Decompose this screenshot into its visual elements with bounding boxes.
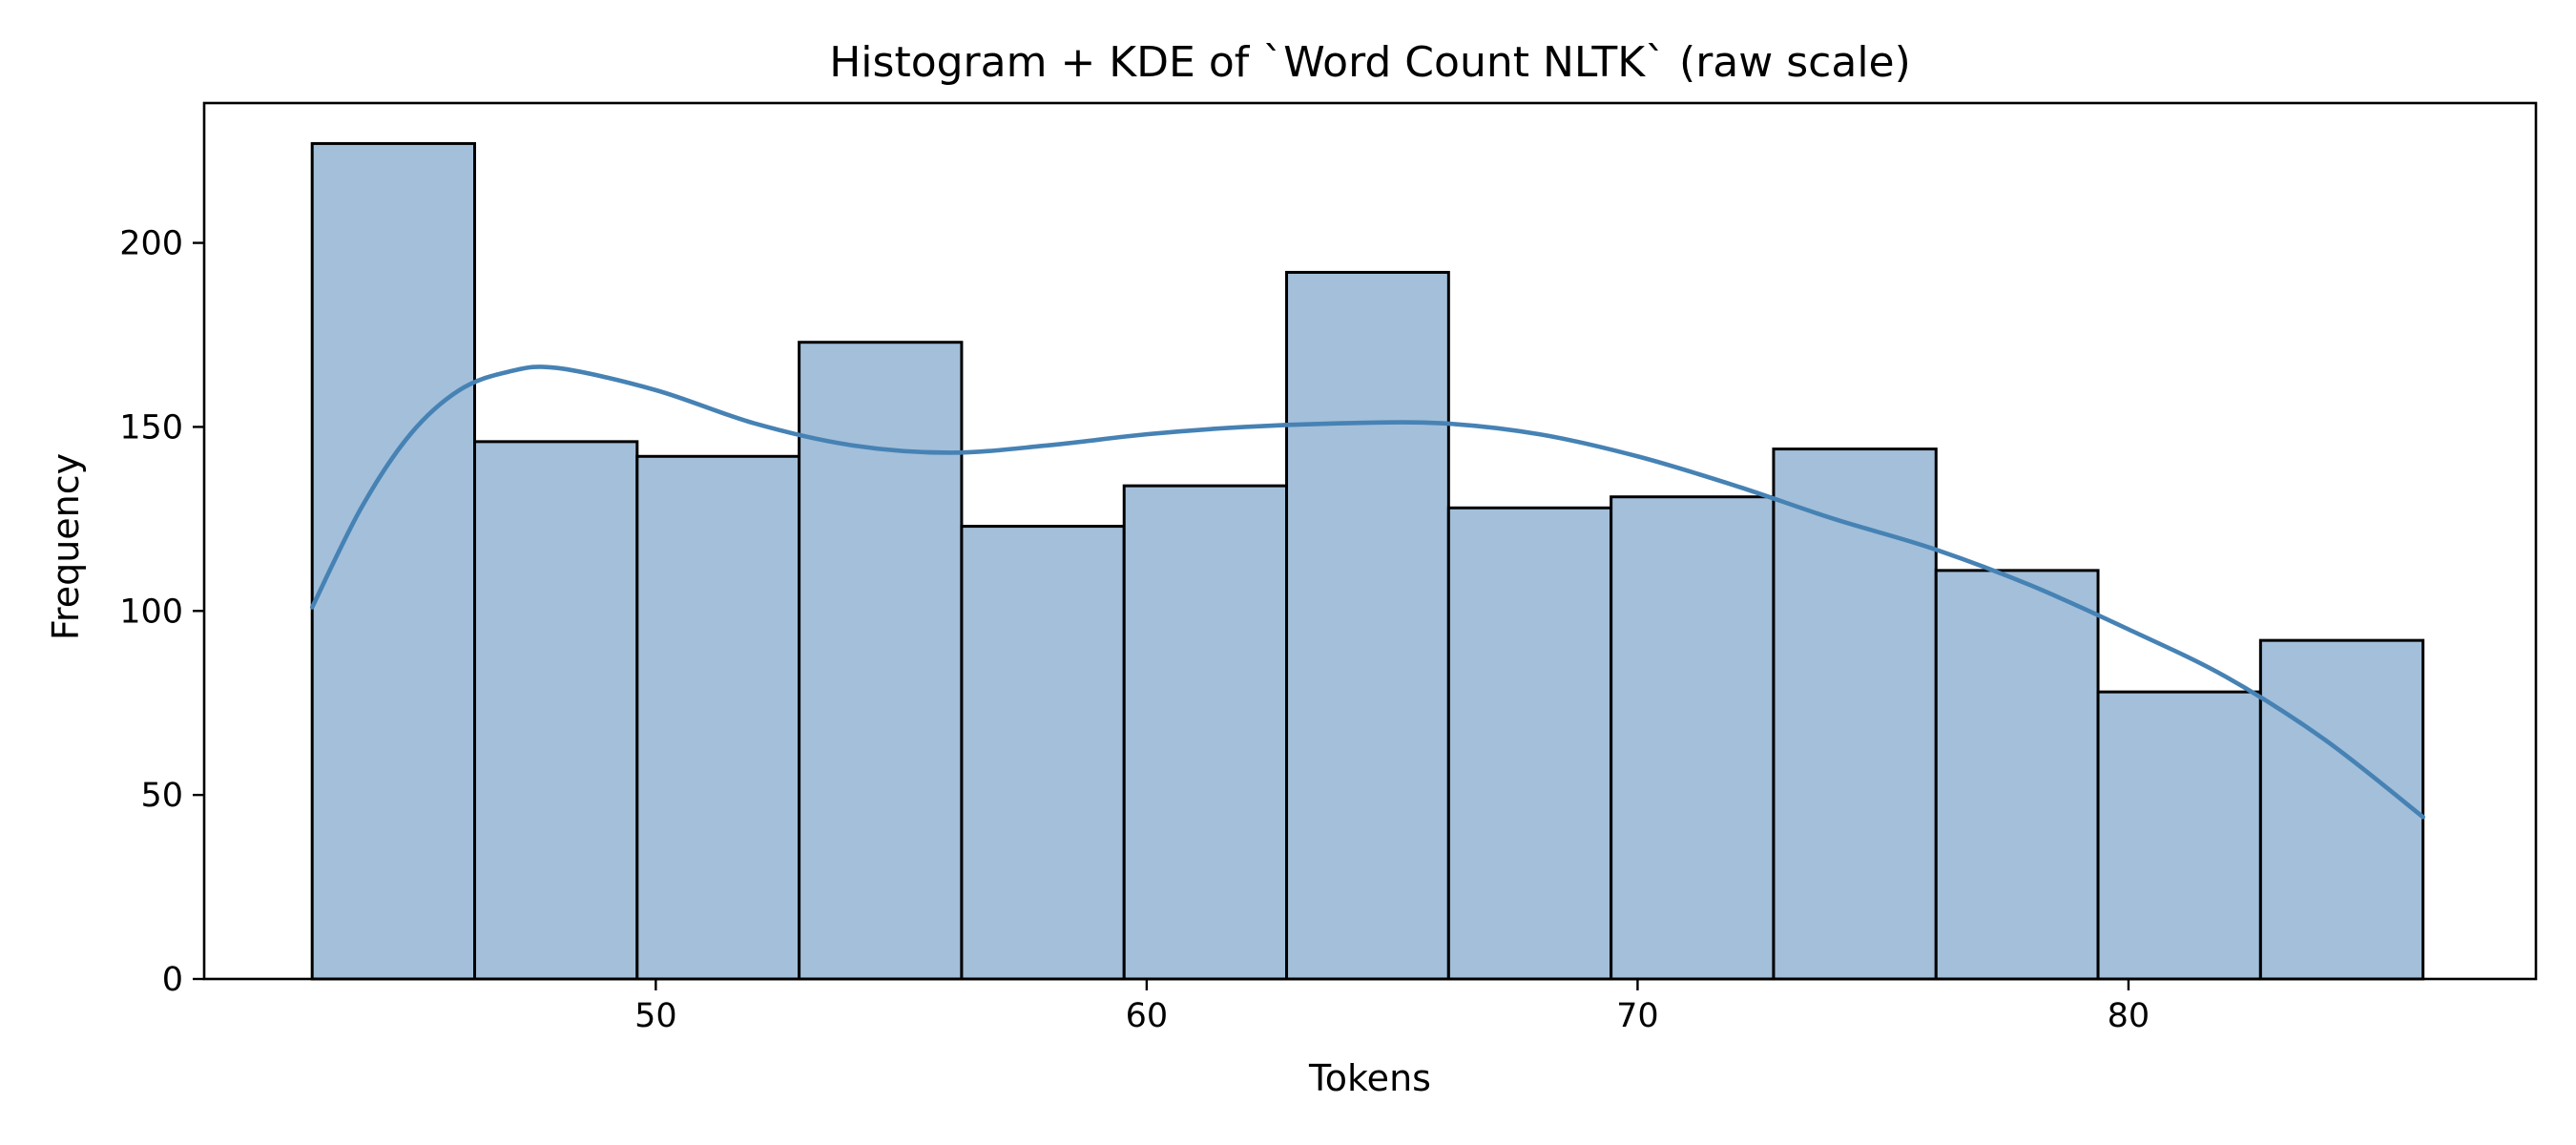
y-tick-label: 100: [119, 593, 183, 631]
histogram-bar: [960, 525, 1126, 981]
histogram-bar: [1446, 506, 1613, 981]
x-tick-label: 60: [1126, 997, 1169, 1035]
y-axis-label: Frequency: [45, 453, 87, 640]
histogram-bar: [473, 440, 639, 981]
y-tick-label: 0: [162, 961, 183, 999]
histogram-bar: [1285, 270, 1450, 981]
bars-group: [310, 141, 2425, 981]
histogram-bar: [798, 341, 964, 981]
histogram-bar: [1610, 495, 1776, 981]
x-axis-label: Tokens: [1308, 1057, 1431, 1099]
y-tick-label: 150: [119, 408, 183, 447]
histogram-bar: [310, 141, 477, 981]
histogram-bar: [635, 454, 801, 981]
histogram-bar: [2258, 638, 2425, 981]
plot-frame: [202, 101, 2538, 981]
histogram-bar: [2096, 690, 2262, 981]
histogram-bar: [1122, 484, 1289, 981]
x-tick-label: 50: [634, 997, 677, 1035]
y-axis-ticks: 0 50 100 150 200: [119, 225, 204, 999]
x-tick-label: 70: [1616, 997, 1659, 1035]
kde-curve: [309, 364, 2425, 820]
x-tick-label: 80: [2108, 997, 2150, 1035]
histogram-bar: [1772, 448, 1938, 981]
chart-title: Histogram + KDE of `Word Count NLTK` (ra…: [829, 38, 1911, 87]
x-axis-ticks: 50 60 70 80: [634, 979, 2150, 1035]
y-tick-label: 200: [119, 225, 183, 263]
y-tick-label: 50: [140, 777, 183, 815]
histogram-bar: [1934, 569, 2100, 981]
